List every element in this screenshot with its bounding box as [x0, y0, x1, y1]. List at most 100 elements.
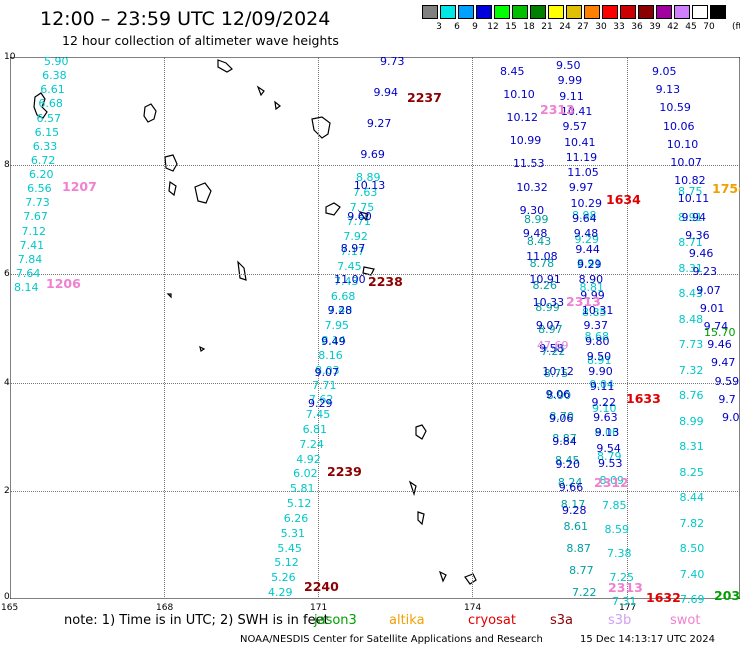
wave-height-value: 8.99: [535, 300, 560, 314]
wave-height-value: 8.03: [315, 363, 340, 377]
wave-height-value: 8.97: [538, 322, 563, 336]
satellite-label-s3a: s3a: [550, 613, 574, 628]
wave-height-value: 11.08: [526, 249, 558, 263]
satellite-label-cryosat: cryosat: [468, 613, 516, 628]
wave-height-value: 9.74: [703, 319, 729, 333]
scale-swatch: [602, 5, 618, 19]
wave-height-value: 10.41: [560, 104, 593, 118]
wave-height-value: 10.11: [677, 192, 710, 206]
pass-time-label: 2239: [327, 464, 362, 479]
wave-height-value: 4.92: [296, 452, 321, 466]
wave-height-value: 8.61: [563, 520, 589, 534]
wave-height-value: 8.44: [679, 491, 705, 504]
island-outlines: [33, 59, 477, 585]
wave-height-value: 8.14: [14, 281, 39, 294]
wave-height-value: 9.10: [592, 402, 617, 415]
lat-label: 0: [4, 592, 10, 602]
wave-height-value: 7.45: [337, 259, 362, 273]
island: [408, 480, 417, 497]
island: [362, 266, 375, 276]
scale-swatch: [584, 5, 600, 19]
wave-height-value: 6.38: [42, 69, 67, 83]
wave-height-value: 8.24: [557, 476, 583, 490]
wave-height-value: 8.89: [356, 171, 381, 184]
wave-height-value: 10.99: [509, 134, 542, 148]
pass-time-label: 2238: [368, 274, 403, 289]
wave-height-value: 8.98: [572, 209, 597, 222]
island: [33, 92, 48, 119]
scale-label: 3: [436, 22, 442, 32]
wave-height-value: 9.59: [714, 374, 740, 388]
wave-height-value: 5.90: [44, 55, 69, 68]
wave-height-value: 9.50: [586, 349, 612, 363]
wave-height-value: 8.45: [500, 65, 525, 78]
wave-height-value: 8.99: [679, 414, 704, 428]
island: [237, 260, 247, 281]
wave-height-value: 7.31: [612, 595, 637, 608]
wave-height-value: 7.24: [299, 437, 324, 451]
wave-height-value: 8.71: [678, 236, 703, 249]
pass-time-label: 1207: [62, 179, 97, 194]
wave-height-value: 9.46: [688, 247, 714, 261]
island: [217, 59, 233, 73]
wave-height-value: 8.87: [552, 432, 577, 446]
wave-height-value: 7.40: [327, 304, 353, 318]
wave-height-value: 6.72: [30, 153, 56, 167]
wave-height-value: 8.87: [566, 542, 591, 556]
wave-height-value: 7.22: [540, 344, 566, 358]
scale-swatch: [530, 5, 546, 19]
island: [438, 570, 447, 583]
satellite-label-s3b: s3b: [608, 613, 632, 628]
wave-height-value: 10.12: [542, 365, 574, 379]
map-area: [10, 57, 740, 599]
wave-height-value: 9.99: [557, 74, 583, 88]
lat-label: 10: [4, 52, 16, 62]
wave-height-value: 7.41: [19, 238, 45, 252]
wave-height-value: 9.13: [594, 426, 620, 440]
wave-height-value: 8.81: [579, 281, 605, 295]
wave-height-value: 8.78: [529, 256, 555, 270]
wave-height-value: 5.81: [290, 482, 315, 496]
wave-height-value: 7.25: [609, 570, 635, 584]
wave-height-value: 7.82: [679, 516, 705, 530]
island: [168, 180, 177, 197]
wave-height-value: 10.32: [516, 180, 548, 194]
island: [274, 100, 281, 111]
wave-height-value: 9.69: [360, 148, 385, 162]
wave-height-value: 10.10: [666, 137, 699, 151]
wave-height-value: 9.28: [327, 303, 353, 317]
wave-height-value: 9.53: [598, 457, 623, 470]
wave-height-value: 8.31: [679, 440, 704, 453]
map-title: 12:00 – 23:59 UTC 12/09/2024: [40, 8, 331, 30]
scale-label: 42: [667, 22, 679, 32]
scale-label: 6: [454, 22, 460, 32]
wave-height-value: 9.64: [572, 212, 597, 226]
map-subtitle: 12 hour collection of altimeter wave hei…: [62, 33, 339, 48]
lat-label: 8: [4, 160, 10, 170]
wave-height-value: 7.67: [23, 210, 48, 224]
wave-height-value: 6.81: [302, 422, 328, 436]
wave-height-value: 8.16: [318, 348, 343, 362]
wave-height-value: 7.84: [17, 252, 43, 266]
lat-label: 2: [4, 486, 10, 496]
footer-source: NOAA/NESDIS Center for Satellite Applica…: [240, 634, 543, 645]
wave-height-value: 10.82: [674, 174, 706, 188]
wave-height-value: 8.06: [594, 426, 620, 440]
wave-height-value: 9.07: [314, 365, 340, 379]
wave-height-value: 9.29: [577, 258, 602, 271]
wave-height-value: 9.07: [696, 283, 721, 297]
wave-height-value: 9.22: [591, 395, 617, 409]
wave-height-value: 9.30: [519, 203, 545, 217]
wave-height-value: 10.10: [503, 88, 535, 102]
wave-height-value: 5.45: [277, 541, 302, 555]
lat-label: 4: [4, 378, 10, 388]
wave-height-value: 10.91: [529, 272, 561, 286]
wave-height-value: 9.29: [308, 397, 333, 410]
scale-label: 39: [649, 22, 661, 32]
pass-time-label: 2312: [594, 475, 629, 490]
wave-height-value: 5.12: [274, 556, 299, 570]
scale-label: 18: [523, 22, 535, 32]
wave-height-value: 8.68: [584, 329, 610, 343]
wave-height-value: 9.27: [366, 117, 392, 131]
pass-time-label: 1634: [606, 192, 641, 207]
